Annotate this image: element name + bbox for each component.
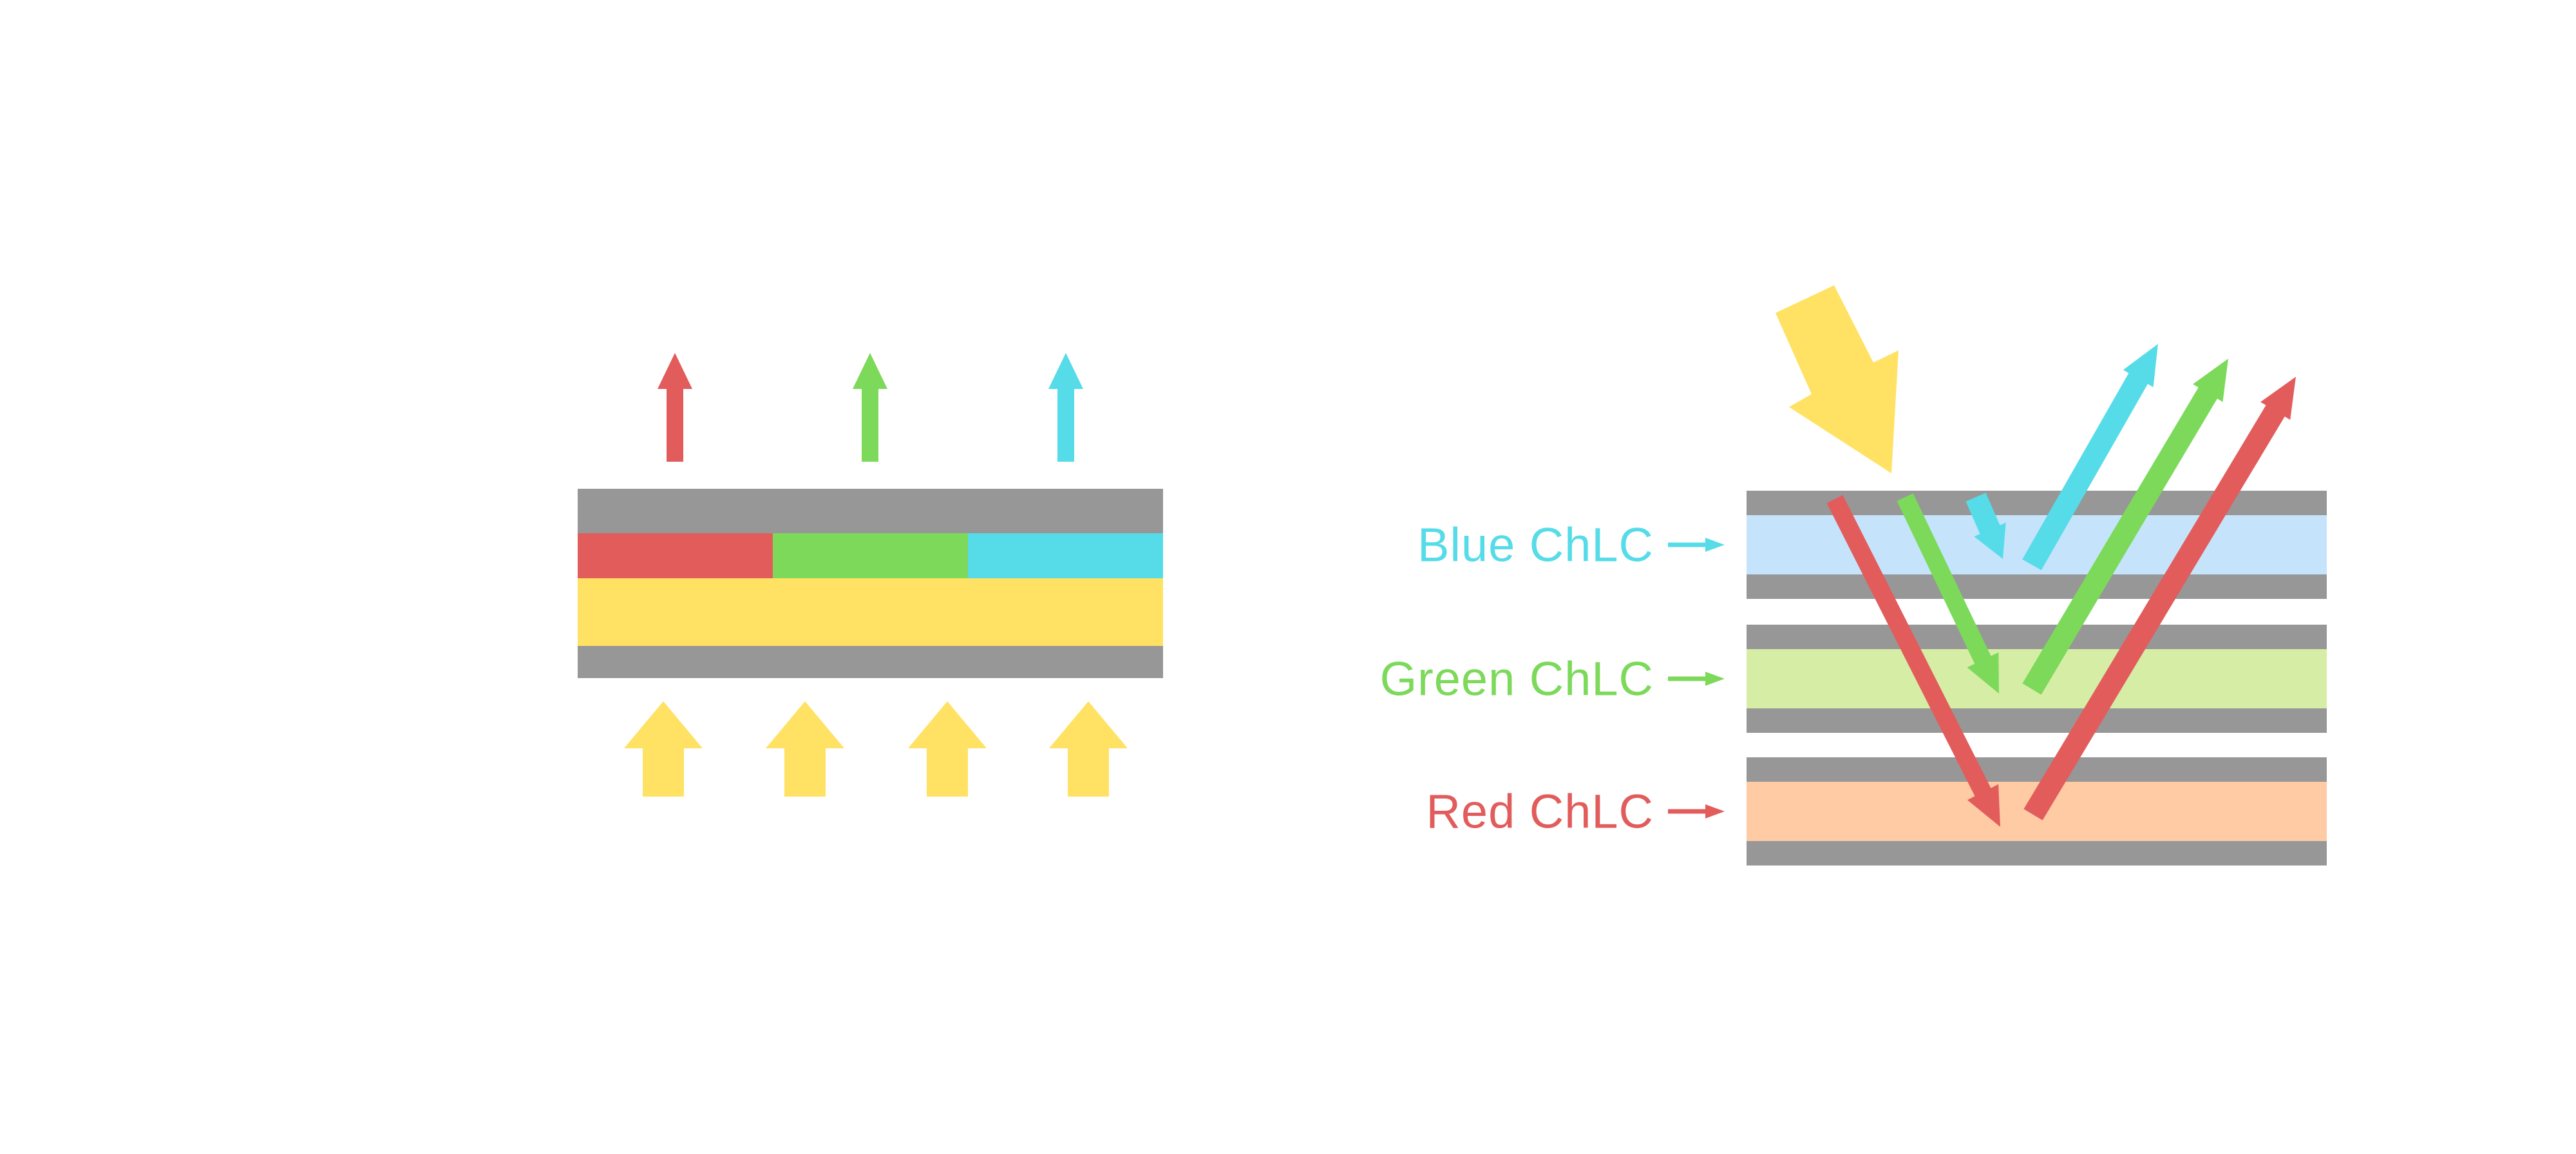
right-substrates — [1747, 491, 2327, 866]
right-substrate-5 — [1747, 757, 2327, 782]
backlight-arrow-3 — [908, 701, 987, 797]
cyan-down-ray-arrow — [1965, 493, 2006, 559]
left-green-segment — [773, 533, 968, 578]
left-substrates — [578, 489, 1163, 678]
backlight-arrow-2 — [766, 701, 844, 797]
right-substrate-6 — [1747, 841, 2327, 866]
blue-label-arrow-icon — [1668, 538, 1725, 552]
green-label-arrow-icon — [1668, 672, 1725, 686]
red-chlc-label: Red ChLC — [1426, 785, 1654, 838]
backlight-arrow-1 — [624, 701, 703, 797]
backlight-arrow-4 — [1049, 701, 1128, 797]
blue-reflected-arrow — [2022, 344, 2158, 571]
green-emission-arrow — [853, 353, 887, 462]
right-substrate-2 — [1747, 574, 2327, 599]
right-substrate-4 — [1747, 708, 2327, 733]
right-substrate-3 — [1747, 625, 2327, 649]
blue-chlc-label: Blue ChLC — [1417, 518, 1654, 572]
left-diagram — [578, 353, 1163, 797]
red-emission-arrow — [658, 353, 692, 462]
red-reflected-arrow — [2023, 377, 2296, 820]
cyan-emission-arrow — [1048, 353, 1083, 462]
left-bottom-substrate — [578, 646, 1163, 678]
left-cyan-segment — [968, 533, 1163, 578]
red-chlc-label-group: Red ChLC — [1426, 785, 1725, 838]
left-red-segment — [578, 533, 773, 578]
green-chlc-label-group: Green ChLC — [1380, 652, 1725, 706]
green-down-ray-arrow — [1897, 493, 1999, 694]
blue-chlc-label-group: Blue ChLC — [1417, 518, 1725, 572]
left-backlight-layer — [578, 578, 1163, 646]
red-label-arrow-icon — [1668, 804, 1725, 818]
green-reflected-arrow — [2022, 359, 2228, 695]
backlight-arrows — [624, 701, 1128, 797]
incident-white-light-arrow — [1776, 285, 1899, 473]
red-down-ray-arrow — [1826, 495, 2000, 827]
left-top-substrate — [578, 489, 1163, 533]
green-chlc-label: Green ChLC — [1380, 652, 1654, 706]
right-diagram: Blue ChLC Green ChLC Red ChLC — [1380, 285, 2327, 866]
